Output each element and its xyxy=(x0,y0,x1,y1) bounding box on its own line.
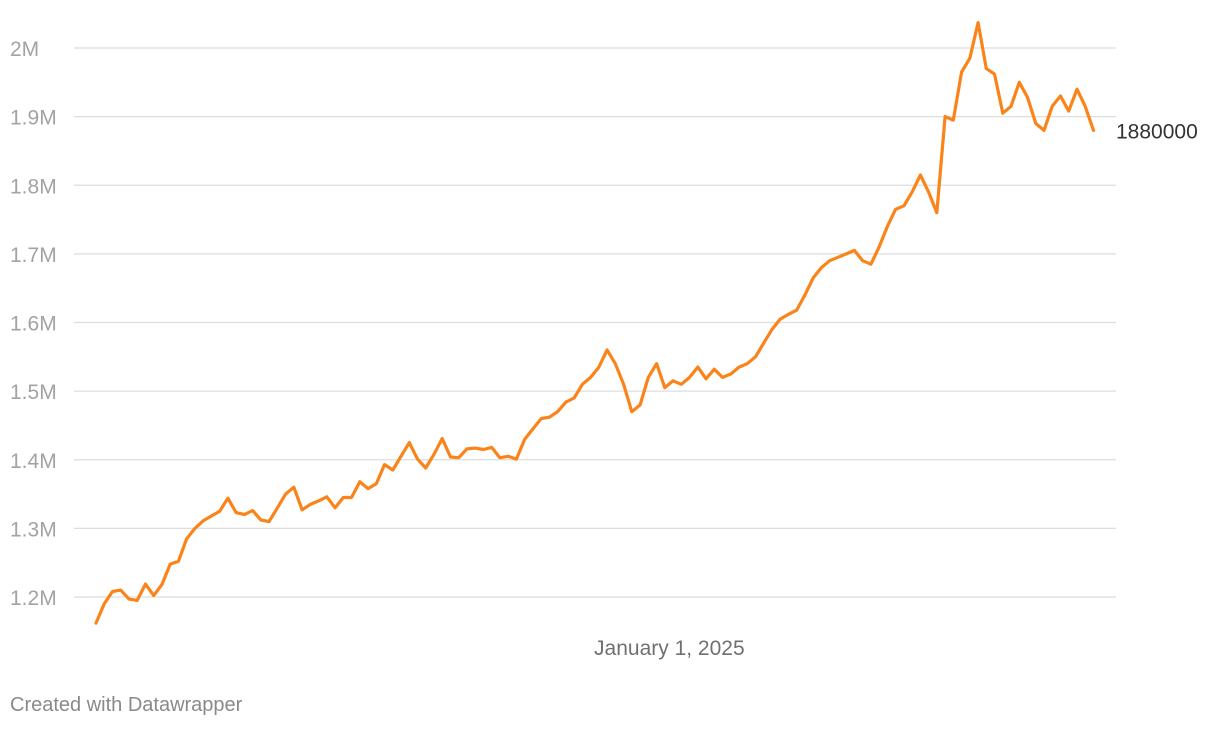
last-value-label: 1880000 xyxy=(1116,120,1198,143)
y-tick-label: 1.3M xyxy=(10,518,57,541)
y-tick-label: 1.5M xyxy=(10,381,57,404)
series-line xyxy=(94,21,1096,625)
y-axis-tick-labels: 1.2M 1.3M 1.4M 1.5M 1.6M 1.7M 1.8M 1.9M 2M xyxy=(10,38,57,610)
y-tick-label: 1.8M xyxy=(10,175,57,198)
gridlines xyxy=(74,47,1116,598)
y-tick-label: 2M xyxy=(10,38,39,61)
x-axis-tick-labels: January 1, 2025 xyxy=(594,637,745,660)
y-tick-label: 1.7M xyxy=(10,244,57,267)
y-tick-label: 1.9M xyxy=(10,107,57,130)
y-tick-label: 1.2M xyxy=(10,587,57,610)
y-tick-label: 1.4M xyxy=(10,450,57,473)
y-tick-label: 1.6M xyxy=(10,313,57,336)
datawrapper-credit[interactable]: Created with Datawrapper xyxy=(10,694,243,716)
series-layer xyxy=(94,21,1096,625)
x-tick-label: January 1, 2025 xyxy=(594,637,745,660)
